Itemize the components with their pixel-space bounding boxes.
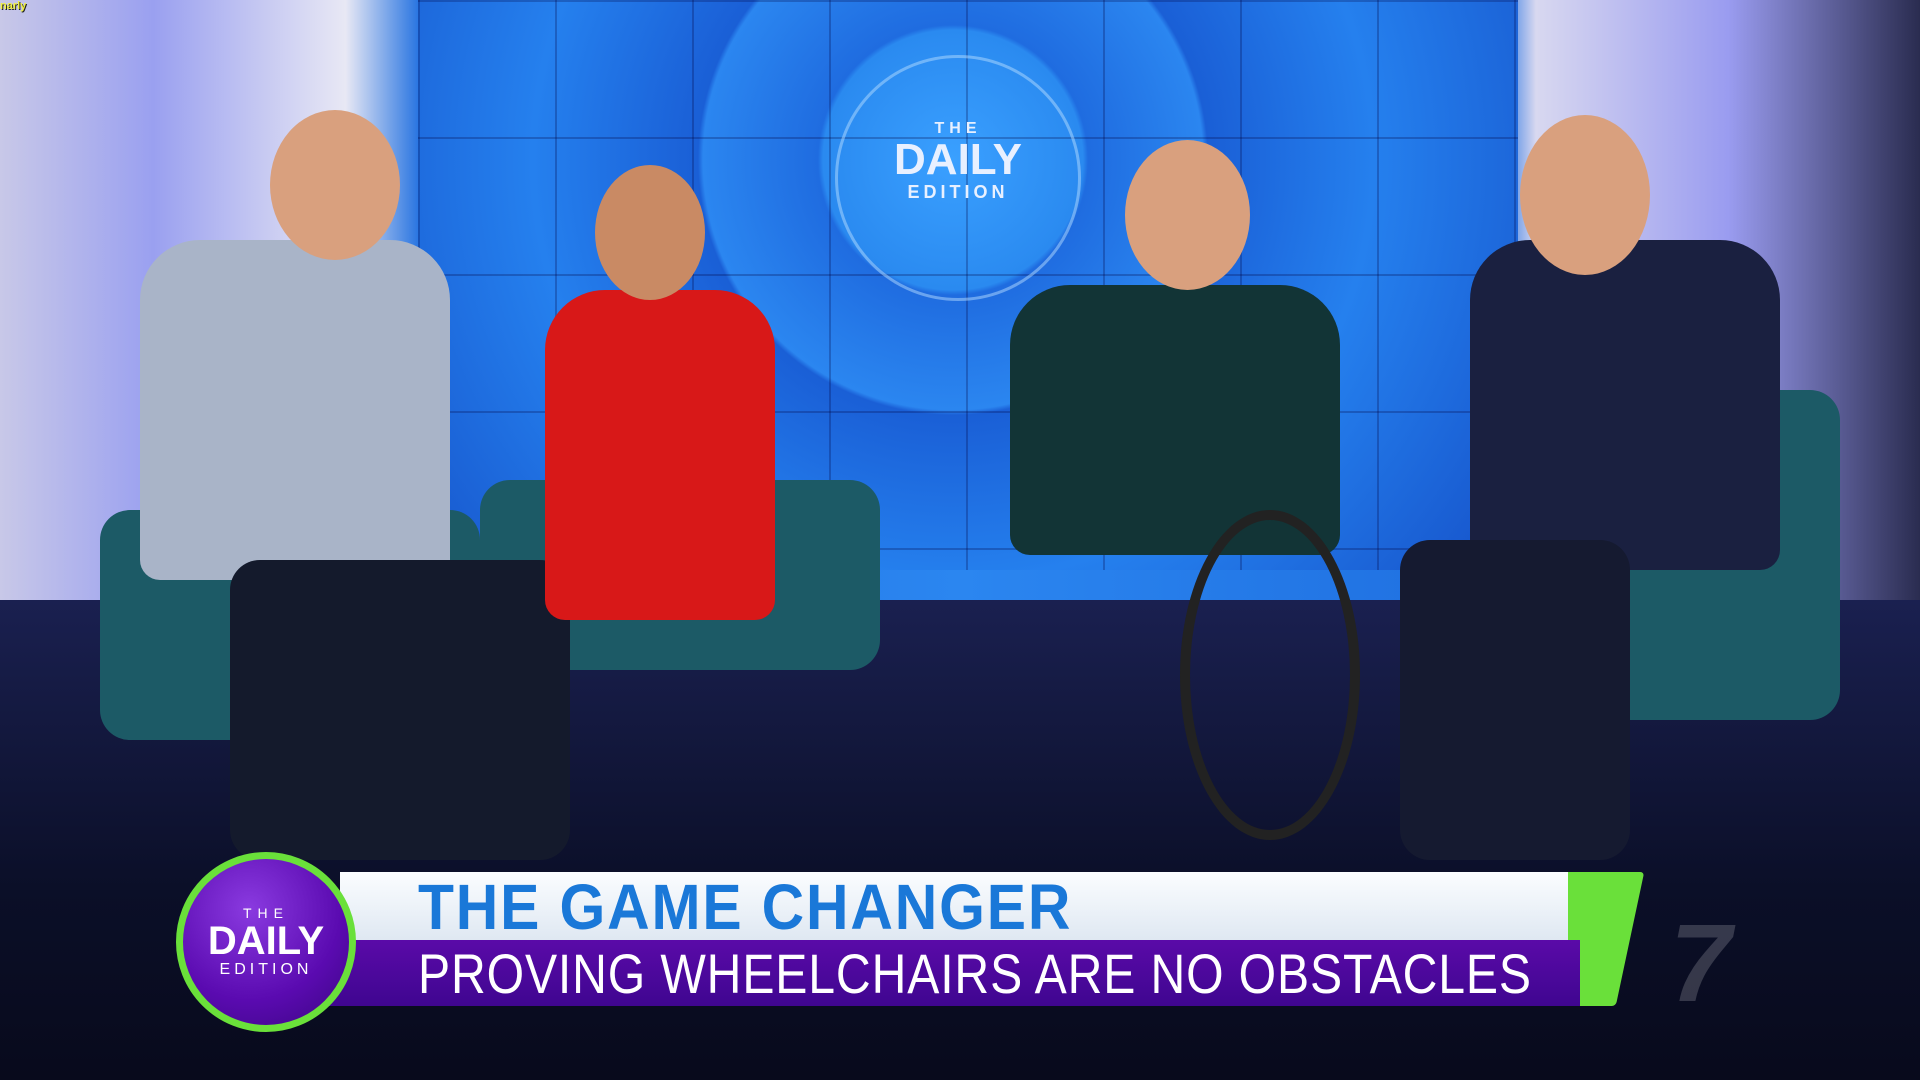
head bbox=[1125, 140, 1250, 290]
backdrop-show-logo: THE DAILY EDITION bbox=[835, 55, 1081, 301]
headline-bar bbox=[340, 872, 1568, 940]
subline-text: PROVING WHEELCHAIRS ARE NO OBSTACLES bbox=[418, 942, 1532, 1005]
head bbox=[1520, 115, 1650, 275]
trousers bbox=[230, 560, 570, 860]
watermark: narly bbox=[0, 0, 27, 12]
presenter-navy-suit bbox=[1470, 240, 1780, 570]
trousers bbox=[1400, 540, 1630, 860]
subline-bar bbox=[270, 940, 1580, 1006]
presenter-grey-suit bbox=[140, 240, 450, 580]
head bbox=[595, 165, 705, 300]
wheelchair-wheel bbox=[1180, 510, 1360, 840]
head bbox=[270, 110, 400, 260]
presenter-red-dress bbox=[545, 290, 775, 620]
show-logo: THE DAILY EDITION bbox=[176, 852, 356, 1032]
channel-bug: 7 bbox=[1670, 902, 1732, 1025]
headline-text: THE GAME CHANGER bbox=[418, 871, 1073, 943]
guest-green-sweater bbox=[1010, 285, 1340, 555]
